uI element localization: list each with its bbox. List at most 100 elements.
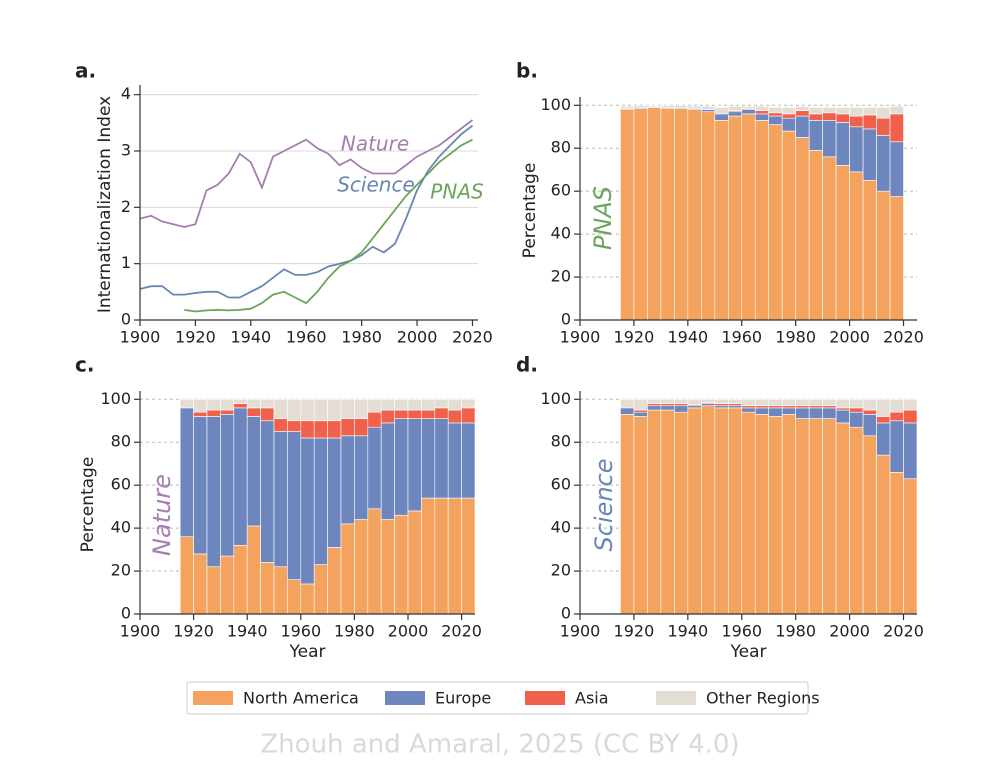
bar-segment (768, 405, 783, 409)
bar-segment (273, 418, 288, 432)
bar-segment (781, 130, 796, 321)
bar-segment (714, 407, 729, 615)
bar-segment (674, 403, 689, 407)
bar-segment (781, 117, 796, 132)
x-axis-label: Year (730, 642, 767, 662)
bar-segment (660, 108, 675, 321)
bar-segment (647, 107, 662, 321)
journal-label: PNAS (589, 186, 617, 250)
bar-segment (434, 418, 449, 499)
bar-segment (835, 398, 850, 409)
bar-segment (380, 398, 395, 411)
journal-label: Science (590, 458, 618, 551)
bar-segment (380, 409, 395, 424)
x-tick-label: 1940 (667, 328, 708, 347)
bar-segment (849, 398, 864, 409)
bar-segment (674, 105, 689, 108)
bar-segment (876, 107, 891, 119)
legend-label: Asia (575, 689, 609, 708)
bar-segment (300, 437, 315, 585)
line-series (139, 119, 474, 228)
y-tick-label: 20 (551, 561, 571, 580)
bar-segment (808, 405, 823, 409)
bar-segment (620, 398, 635, 409)
bar-segment (206, 416, 221, 568)
journal-label: Nature (148, 474, 176, 556)
bar-segment (714, 403, 729, 407)
bar-segment (660, 409, 675, 615)
bar-segment (889, 113, 904, 143)
bar-segment (701, 111, 716, 321)
bar-segment (660, 105, 675, 108)
y-tick-label: 100 (540, 389, 571, 408)
bar-segment (687, 398, 702, 405)
bar-segment (434, 398, 449, 409)
bar-segment (754, 414, 770, 615)
bar-segment (313, 420, 328, 439)
bar-segment (727, 398, 743, 404)
x-tick-label: 1960 (280, 622, 321, 641)
bar-segment (394, 418, 409, 516)
bar-segment (260, 562, 275, 615)
bar-segment (727, 403, 743, 407)
bar-segment (354, 418, 369, 437)
bar-segment (260, 398, 275, 409)
bar-segment (714, 405, 729, 409)
bar-segment (380, 422, 395, 520)
y-tick-label: 40 (551, 518, 571, 537)
bar-segment (434, 497, 449, 615)
bar-segment (754, 407, 770, 415)
y-tick-label: 2 (121, 197, 131, 216)
bar-segment (367, 398, 382, 413)
bar-segment (220, 398, 235, 411)
bar-segment (781, 414, 796, 615)
bar-segment (835, 409, 850, 424)
line-series (139, 124, 474, 299)
bar-segment (647, 403, 662, 407)
bar-segment (421, 398, 436, 411)
bar-segment (741, 411, 756, 615)
bar-segment (461, 407, 476, 424)
y-tick-label: 60 (551, 181, 571, 200)
panel-label: d. (516, 353, 538, 377)
bar-segment (862, 435, 877, 615)
bar-segment (674, 108, 689, 321)
bar-segment (260, 407, 275, 422)
bar-segment (768, 124, 783, 321)
bar-segment (701, 403, 716, 407)
legend-box (186, 681, 809, 715)
legend-label: Other Regions (706, 689, 820, 708)
bar-segment (876, 398, 891, 417)
bar-segment (220, 555, 235, 615)
bar-segment (447, 422, 462, 499)
y-tick-label: 80 (551, 138, 571, 157)
bar-segment (660, 403, 675, 407)
bar-segment (461, 422, 476, 499)
bar-segment (633, 409, 648, 413)
y-tick-label: 1 (121, 253, 131, 272)
bar-segment (273, 431, 288, 568)
bar-segment (903, 398, 918, 411)
bar-segment (647, 398, 662, 404)
bar-segment (394, 514, 409, 615)
bar-segment (849, 126, 864, 173)
bar-segment (862, 398, 877, 411)
x-tick-label: 1920 (175, 328, 216, 347)
bar-segment (822, 398, 837, 407)
bar-segment (795, 115, 810, 138)
x-axis-label: Year (289, 642, 326, 662)
x-tick-label: 1920 (614, 622, 655, 641)
bar-segment (862, 409, 877, 415)
bar-segment (889, 196, 904, 321)
y-tick-label: 4 (121, 84, 131, 103)
bar-segment (354, 435, 369, 520)
x-tick-label: 2000 (829, 622, 870, 641)
bar-segment (233, 403, 248, 409)
bar-segment (822, 407, 837, 419)
y-tick-label: 20 (111, 561, 131, 580)
bar-segment (849, 411, 864, 428)
bar-segment (822, 156, 837, 321)
bar-segment (849, 171, 864, 321)
bar-segment (407, 398, 422, 411)
bar-segment (273, 398, 288, 419)
